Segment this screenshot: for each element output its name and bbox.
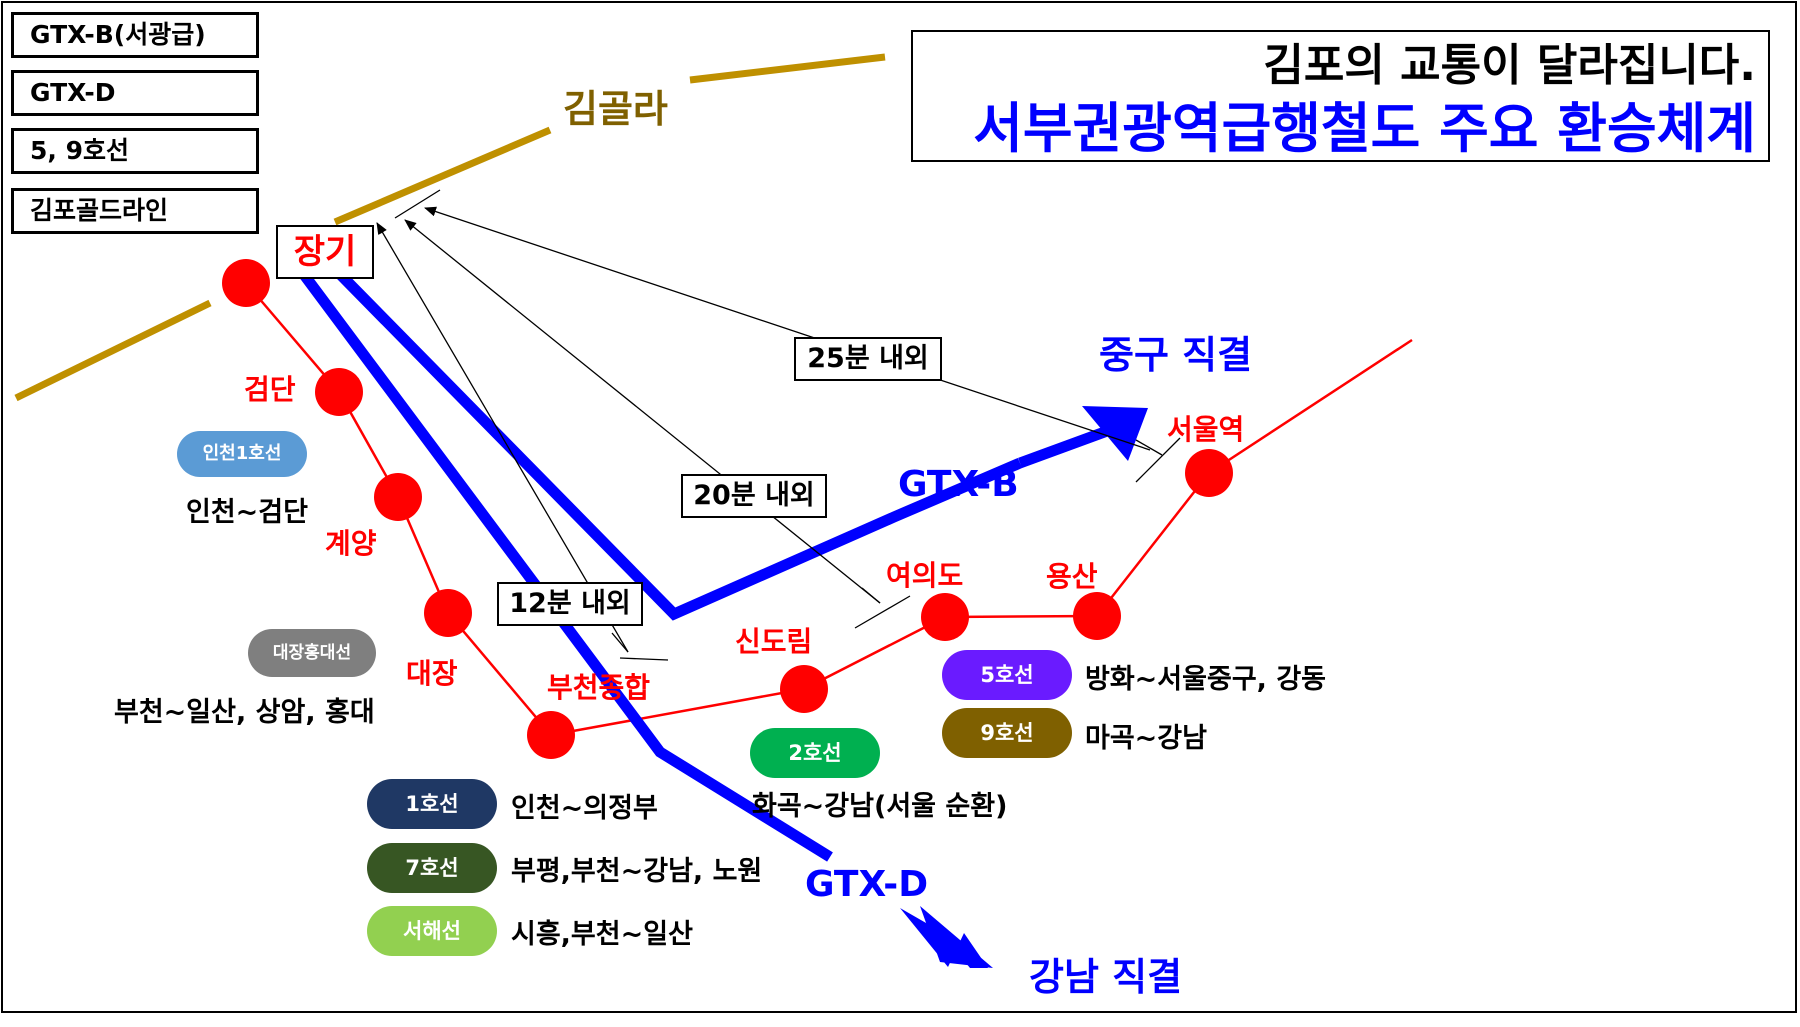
pill-line1: 1호선 — [367, 779, 497, 829]
junggu-direct-label: 중구 직결 — [1099, 333, 1253, 377]
gangnam-direct-label: 강남 직결 — [1029, 955, 1183, 999]
station-label-sindorim: 신도림 — [735, 625, 813, 658]
tick-seoul — [1135, 437, 1181, 483]
gtx-b-arrow-shaft — [1018, 424, 1112, 469]
station-label-gyeyang: 계양 — [325, 527, 377, 560]
station-daejang-node — [424, 589, 472, 637]
desc-line9: 마곡~강남 — [1085, 723, 1207, 754]
gtx-b-arrowhead — [1082, 406, 1148, 461]
desc-line5: 방화~서울중구, 강동 — [1085, 664, 1326, 695]
desc-line7: 부평,부천~강남, 노원 — [511, 856, 763, 887]
station-bucheon-node — [527, 711, 575, 759]
station-yeouido-node — [921, 593, 969, 641]
title-line2: 서부권광역급행철도 주요 환승체계 — [973, 97, 1756, 160]
station-label-bucheon: 부천종합 — [547, 671, 651, 704]
arrow-25min-tail — [1135, 439, 1163, 456]
gtx-d-line — [297, 268, 833, 862]
station-geomdan-node — [315, 368, 363, 416]
station-label-geomdan: 검단 — [244, 373, 296, 406]
pill-line5: 5호선 — [942, 650, 1072, 700]
pill-line7: 7호선 — [367, 843, 497, 893]
legend-line-5-9: 5, 9호선 — [11, 128, 259, 174]
station-seoul-node — [1185, 449, 1233, 497]
station-label-yeouido: 여의도 — [886, 559, 964, 592]
arrow-20min — [404, 219, 881, 604]
gtx-d-arrowhead — [920, 906, 993, 968]
tick-yeouido — [854, 595, 911, 629]
legend-gimpo-gold-line: 김포골드라인 — [11, 188, 259, 234]
station-janggi-node — [222, 259, 270, 307]
title-line1: 김포의 교통이 달라집니다. — [1263, 40, 1756, 91]
desc-line2: 화곡~강남(서울 순환) — [752, 791, 1008, 822]
tick-janggi — [394, 189, 441, 219]
station-label-daejang: 대장 — [406, 657, 458, 690]
gimpo-gold-line — [14, 299, 212, 402]
arrow-12min-tail — [611, 632, 629, 653]
desc-incheon-line1: 인천~검단 — [186, 497, 308, 528]
arrow-25min — [424, 206, 1151, 451]
gimpo-gold-line-label: 김골라 — [563, 87, 668, 131]
pill-line9: 9호선 — [942, 708, 1072, 758]
pill-incheon-line1: 인천1호선 — [177, 431, 307, 477]
gtx-d-label: GTX-D — [805, 864, 929, 905]
station-yongsan-node — [1073, 592, 1121, 640]
tick-bucheon — [619, 657, 669, 661]
time-box-12min: 12분 내외 — [497, 582, 643, 626]
time-box-20min: 20분 내외 — [681, 474, 827, 518]
station-label-seoul: 서울역 — [1167, 413, 1245, 446]
gtx-b-label: GTX-B — [898, 464, 1019, 505]
gimpo-gold-line-top — [689, 53, 886, 84]
pill-daejang-hongdae: 대장홍대선 — [248, 629, 376, 677]
legend-gtx-b: GTX-B(서광급) — [11, 12, 259, 58]
station-label-yongsan: 용산 — [1046, 560, 1098, 593]
arrow-12min — [376, 222, 629, 653]
arrow-20min-tail — [861, 587, 881, 604]
pill-line2: 2호선 — [750, 728, 880, 778]
desc-line1: 인천~의정부 — [511, 793, 658, 824]
desc-seohae: 시흥,부천~일산 — [511, 919, 693, 950]
gimpo-gold-line-upper — [333, 126, 552, 226]
time-box-25min: 25분 내외 — [794, 337, 942, 381]
station-label-janggi: 장기 — [276, 225, 374, 279]
title-box: 김포의 교통이 달라집니다. 서부권광역급행철도 주요 환승체계 — [911, 30, 1770, 162]
pill-seohae: 서해선 — [367, 906, 497, 956]
red-line-route — [245, 282, 1413, 737]
legend-gtx-d: GTX-D — [11, 70, 259, 116]
station-sindorim-node — [780, 665, 828, 713]
station-gyeyang-node — [374, 473, 422, 521]
desc-daejang-hongdae: 부천~일산, 상암, 홍대 — [114, 697, 375, 728]
